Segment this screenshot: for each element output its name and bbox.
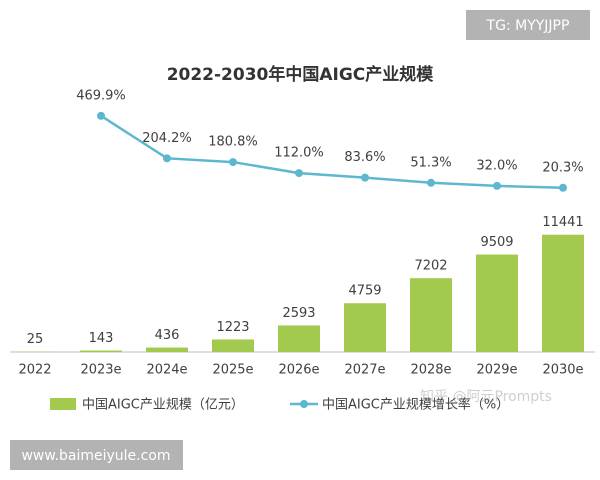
- line-value-label: 112.0%: [274, 146, 324, 161]
- bar: [410, 278, 452, 352]
- line-value-label: 20.3%: [542, 160, 583, 175]
- x-tick-label: 2030e: [542, 363, 583, 378]
- x-tick-label: 2026e: [278, 363, 319, 378]
- bar-value-label: 9509: [480, 235, 513, 250]
- bar-value-label: 436: [155, 328, 180, 343]
- watermark: TG: MYYJJPP: [486, 18, 570, 34]
- chart-title: 2022-2030年中国AIGC产业规模: [167, 64, 435, 85]
- bar-value-label: 11441: [542, 215, 583, 230]
- line-value-label: 51.3%: [410, 155, 451, 170]
- line-point: [361, 173, 369, 182]
- bar: [146, 347, 188, 352]
- line-point: [163, 154, 171, 163]
- legend-swatch: [300, 400, 308, 408]
- bar-value-label: 143: [89, 331, 114, 346]
- line: [100, 114, 564, 190]
- legend-label: 中国AIGC产业规模增长率（%）: [322, 397, 509, 413]
- line-point: [427, 178, 435, 187]
- line-point: [97, 111, 105, 120]
- line-value-label: 469.9%: [76, 88, 126, 103]
- bar-value-label: 1223: [216, 320, 249, 335]
- line-value-label: 204.2%: [142, 131, 192, 146]
- bar-value-label: 7202: [414, 259, 447, 274]
- bar: [212, 339, 254, 352]
- bar: [542, 234, 584, 352]
- watermark-box: [466, 10, 590, 40]
- bar: [278, 325, 320, 352]
- x-tick-label: 2024e: [146, 363, 187, 378]
- legend-label: 中国AIGC产业规模（亿元）: [82, 398, 244, 413]
- line-point: [295, 169, 303, 178]
- line-point: [493, 181, 501, 190]
- legend-swatch: [50, 398, 76, 410]
- x-tick-label: 2028e: [410, 363, 451, 378]
- line-value-label: 83.6%: [344, 150, 385, 165]
- x-tick-label: 2023e: [80, 363, 121, 378]
- watermark: 知乎 @阿元Prompts: [420, 388, 552, 405]
- watermark-box: [10, 440, 183, 470]
- line-point: [559, 183, 567, 192]
- x-tick-label: 2025e: [212, 363, 253, 378]
- x-tick-label: 2029e: [476, 363, 517, 378]
- line-value-label: 180.8%: [208, 135, 258, 150]
- bar-value-label: 25: [27, 332, 44, 347]
- bar: [476, 254, 518, 352]
- bar: [344, 303, 386, 352]
- watermark: www.baimeiyule.com: [21, 448, 170, 464]
- x-tick-label: 2022: [18, 363, 51, 378]
- bar-value-label: 4759: [348, 284, 381, 299]
- line-point: [229, 158, 237, 167]
- bar-value-label: 2593: [282, 306, 315, 321]
- bar: [80, 350, 122, 352]
- line-value-label: 32.0%: [476, 158, 517, 173]
- x-tick-label: 2027e: [344, 363, 385, 378]
